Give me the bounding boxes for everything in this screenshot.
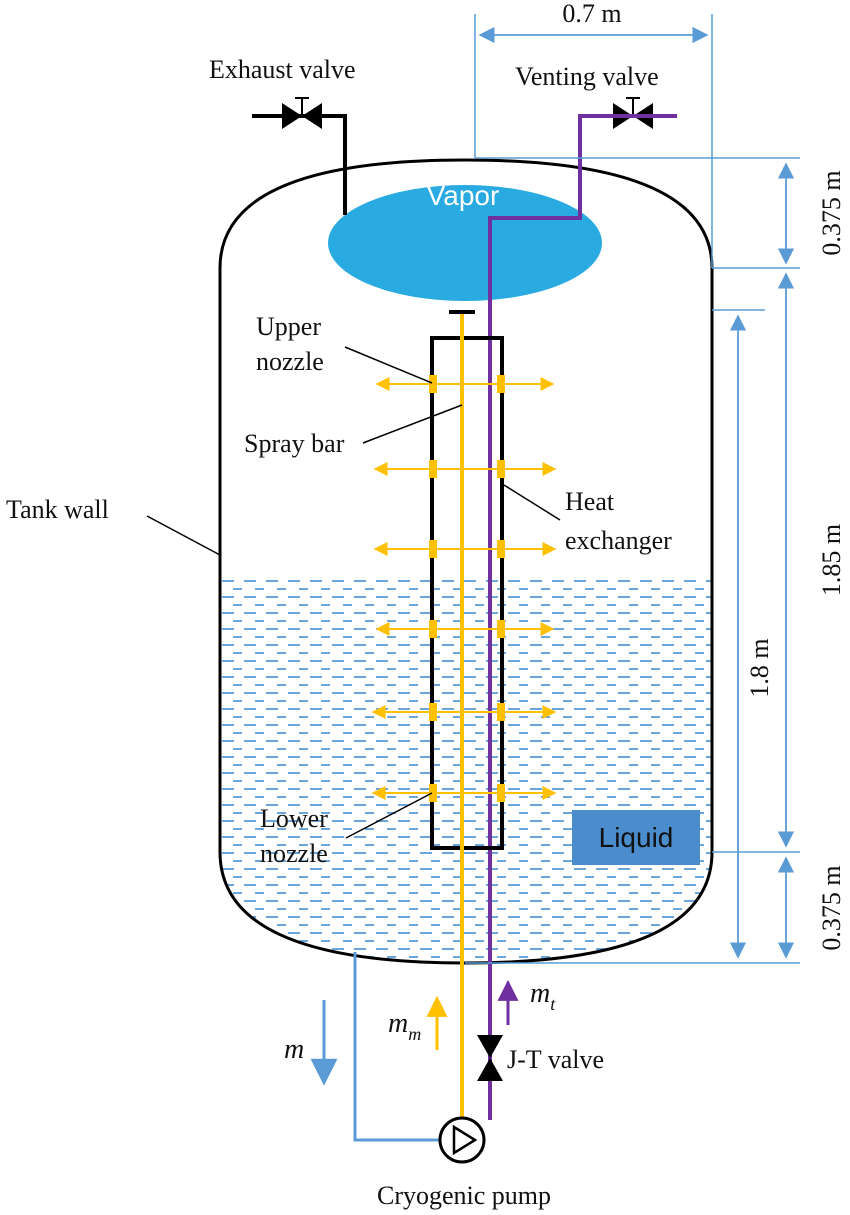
- venting-valve-label: Venting valve: [515, 62, 659, 91]
- spray-bar-label: Spray bar: [244, 429, 345, 458]
- lower-nozzle-label-2: nozzle: [260, 839, 328, 868]
- upper-nozzle-label: Upper: [256, 312, 321, 341]
- spray-bar-leader: [362, 404, 463, 444]
- heat-exchanger-box: [430, 336, 504, 850]
- liquid-label: Liquid: [599, 822, 674, 853]
- flow-m-label: m: [284, 1034, 304, 1065]
- cryogenic-pump-label: Cryogenic pump: [377, 1181, 551, 1210]
- heat-exchanger-label-1: Heat: [565, 487, 615, 516]
- exhaust-valve-label: Exhaust valve: [209, 55, 356, 84]
- liquid-region: [220, 578, 712, 963]
- jt-valve-label: J-T valve: [507, 1045, 604, 1074]
- exhaust-valve: [252, 97, 347, 215]
- nozzle-row-5: [371, 703, 557, 721]
- pump-suction-line: [353, 952, 440, 1142]
- nozzle-row-2: [373, 460, 557, 478]
- flow-mm-label: mm: [388, 1008, 421, 1044]
- cylinder-dimension-label: 1.85 m: [817, 524, 846, 596]
- nozzle-row-4: [375, 620, 555, 638]
- flow-mt-label: mt: [530, 978, 556, 1014]
- nozzle-row-1: [375, 375, 555, 393]
- tank-wall-label: Tank wall: [6, 495, 109, 524]
- cryogenic-pump: [438, 1116, 486, 1164]
- upper-nozzle-label-2: nozzle: [256, 347, 324, 376]
- tank-wall-leader: [146, 515, 221, 556]
- liquid-box: [572, 810, 700, 865]
- upper-nozzle-leader: [344, 346, 433, 384]
- top-head-dimension-label: 0.375 m: [817, 170, 846, 255]
- vapor-label: Vapor: [427, 180, 500, 211]
- lower-nozzle-label-1: Lower: [260, 804, 328, 833]
- jt-valve: [477, 1035, 503, 1081]
- heat-exchanger-leader: [503, 484, 561, 521]
- dimension-lines: [465, 14, 800, 964]
- heat-exchanger-line: [488, 114, 677, 1120]
- width-dimension-label: 0.7 m: [562, 0, 621, 28]
- lower-nozzle-leader: [345, 792, 433, 839]
- venting-valve: [613, 97, 653, 129]
- liquid-region-dimension-label: 1.8 m: [745, 638, 774, 697]
- nozzles: [371, 375, 557, 802]
- nozzle-row-6: [371, 784, 557, 802]
- bottom-head-dimension-label: 0.375 m: [817, 865, 846, 950]
- vapor-region: [328, 185, 602, 301]
- nozzle-row-3: [373, 540, 557, 558]
- heat-exchanger-label-2: exchanger: [565, 526, 672, 555]
